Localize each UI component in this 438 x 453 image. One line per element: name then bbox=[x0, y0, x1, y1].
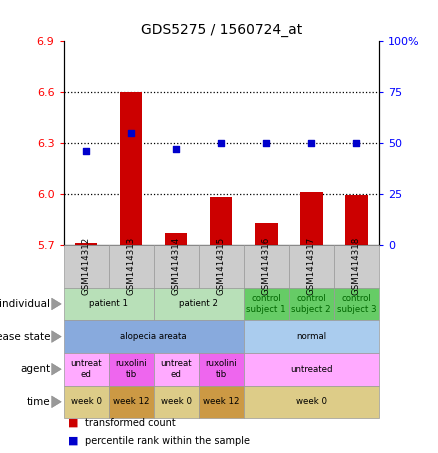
Text: ■: ■ bbox=[68, 418, 78, 428]
Text: disease state: disease state bbox=[0, 332, 50, 342]
Text: ruxolini
tib: ruxolini tib bbox=[115, 360, 147, 379]
Text: week 12: week 12 bbox=[203, 397, 240, 406]
Text: GSM1414313: GSM1414313 bbox=[127, 237, 136, 295]
Text: transformed count: transformed count bbox=[85, 418, 176, 428]
Text: GSM1414314: GSM1414314 bbox=[172, 237, 180, 295]
Bar bbox=[120, 92, 142, 245]
Point bbox=[218, 139, 225, 146]
Text: GSM1414315: GSM1414315 bbox=[217, 237, 226, 295]
Point bbox=[173, 145, 180, 153]
Text: week 0: week 0 bbox=[296, 397, 327, 406]
Text: week 0: week 0 bbox=[161, 397, 192, 406]
Text: control
subject 3: control subject 3 bbox=[336, 294, 376, 313]
Bar bbox=[75, 243, 97, 245]
Text: GSM1414318: GSM1414318 bbox=[352, 237, 361, 295]
Text: week 0: week 0 bbox=[71, 397, 102, 406]
Text: patient 2: patient 2 bbox=[179, 299, 218, 308]
Text: individual: individual bbox=[0, 299, 50, 309]
Text: alopecia areata: alopecia areata bbox=[120, 332, 187, 341]
Text: ■: ■ bbox=[68, 436, 78, 446]
Text: untreat
ed: untreat ed bbox=[70, 360, 102, 379]
Text: control
subject 2: control subject 2 bbox=[291, 294, 331, 313]
Text: percentile rank within the sample: percentile rank within the sample bbox=[85, 436, 251, 446]
Point bbox=[308, 139, 315, 146]
Bar bbox=[300, 192, 322, 245]
Bar bbox=[165, 233, 187, 245]
Text: ruxolini
tib: ruxolini tib bbox=[205, 360, 237, 379]
Text: normal: normal bbox=[296, 332, 326, 341]
Point bbox=[127, 129, 134, 136]
Text: time: time bbox=[27, 397, 50, 407]
Title: GDS5275 / 1560724_at: GDS5275 / 1560724_at bbox=[141, 23, 302, 37]
Text: GSM1414317: GSM1414317 bbox=[307, 237, 316, 295]
Text: untreat
ed: untreat ed bbox=[160, 360, 192, 379]
Bar bbox=[345, 195, 367, 245]
Text: agent: agent bbox=[20, 364, 50, 374]
Point bbox=[82, 147, 89, 154]
Text: control
subject 1: control subject 1 bbox=[247, 294, 286, 313]
Text: patient 1: patient 1 bbox=[89, 299, 128, 308]
Text: GSM1414316: GSM1414316 bbox=[262, 237, 271, 295]
Point bbox=[353, 139, 360, 146]
Bar bbox=[210, 197, 233, 245]
Text: untreated: untreated bbox=[290, 365, 332, 374]
Point bbox=[263, 139, 270, 146]
Text: GSM1414312: GSM1414312 bbox=[81, 237, 91, 295]
Text: week 12: week 12 bbox=[113, 397, 149, 406]
Bar bbox=[255, 222, 278, 245]
